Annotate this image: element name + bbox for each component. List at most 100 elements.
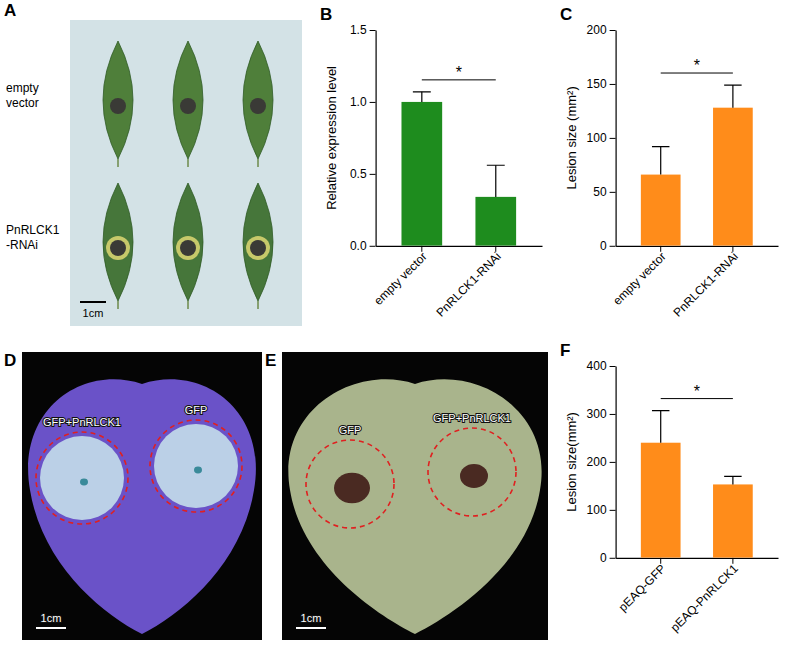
y-axis-line xyxy=(615,367,616,559)
x-tick: pEAQ-PnRLCK1 xyxy=(668,558,741,635)
y-tick-mark xyxy=(610,192,616,193)
x-tick: empty vector xyxy=(371,246,429,308)
bar xyxy=(641,443,681,558)
error-bar xyxy=(724,85,741,108)
x-axis: empty vectorPnRLCK1-RNAi xyxy=(371,246,542,320)
y-tick-label: 1.0 xyxy=(350,95,367,109)
y-tick-label: 200 xyxy=(587,455,607,469)
lesion xyxy=(194,467,202,474)
y-axis-title: Lesion size(mm²) xyxy=(564,412,579,512)
y-tick: 400 xyxy=(587,359,616,373)
scale-bar-label: 1cm xyxy=(301,612,322,624)
error-bar-stem xyxy=(660,411,661,443)
y-tick-mark xyxy=(610,462,616,463)
infiltration-zone xyxy=(154,424,238,508)
y-tick-label: 150 xyxy=(587,77,607,91)
leaf xyxy=(103,41,133,159)
y-tick: 1.0 xyxy=(350,95,376,109)
y-tick-mark xyxy=(610,84,616,85)
lesion-halo xyxy=(106,236,130,260)
plot-area xyxy=(641,411,753,558)
y-tick-label: 100 xyxy=(587,131,607,145)
x-axis: pEAQ-GFPpEAQ-PnRLCK1 xyxy=(616,558,779,635)
error-bar-cap xyxy=(652,410,669,411)
lesion xyxy=(180,240,196,256)
error-bar xyxy=(652,147,669,175)
y-tick-mark xyxy=(610,30,616,31)
y-tick-label: 100 xyxy=(587,503,607,517)
x-tick-mark xyxy=(660,558,661,564)
y-tick-mark xyxy=(370,30,376,31)
y-axis: 0.0 0.5 1.0 1.5 xyxy=(350,23,376,253)
plot-area xyxy=(401,92,516,246)
leaf-stem xyxy=(187,159,189,167)
lesion xyxy=(180,98,196,114)
x-tick-mark xyxy=(495,246,496,252)
panel-label: E xyxy=(265,351,276,370)
leaf-stem xyxy=(117,159,119,167)
panel-label: D xyxy=(4,351,16,370)
lesion xyxy=(250,98,266,114)
bar xyxy=(713,108,753,246)
leaf-stem xyxy=(187,301,189,309)
x-tick-label: empty vector xyxy=(610,249,668,307)
significance-mark: * xyxy=(694,57,700,74)
error-bar xyxy=(487,165,505,197)
y-axis-title: Relative expression level xyxy=(324,66,339,210)
error-bar xyxy=(724,476,741,484)
y-tick-mark xyxy=(610,366,616,367)
x-tick-label: pEAQ-GFP xyxy=(616,561,669,614)
infiltration-circle xyxy=(36,432,128,524)
y-tick-label: 1.5 xyxy=(350,23,367,37)
y-tick-label: 0.5 xyxy=(350,167,367,181)
scale-bar-label: 1cm xyxy=(41,612,62,624)
photo-background xyxy=(282,352,548,640)
y-axis-title: Lesion size (mm²) xyxy=(564,86,579,189)
leaf-stem xyxy=(117,301,119,309)
plot-area xyxy=(641,85,753,246)
photo-panel: GFPGFP+PnRLCK11cm xyxy=(282,352,548,640)
y-tick-mark xyxy=(610,558,616,559)
error-bar-stem xyxy=(660,147,661,175)
x-tick: pEAQ-GFP xyxy=(616,558,669,614)
chart-panel: 0 100 200 300 400 pEAQ-GFPpEAQ-PnRLCK1 Lesion … xyxy=(564,359,779,634)
x-tick-label: PnRLCK1-RNAi xyxy=(433,249,503,319)
y-tick-mark xyxy=(610,414,616,415)
error-bar-cap xyxy=(652,146,669,147)
y-tick-label: 200 xyxy=(587,23,607,37)
y-tick-label: 0 xyxy=(600,551,607,565)
chart-panel: 050100150200empty vectorPnRLCK1-RNAiLesi… xyxy=(564,23,779,319)
panel-label: C xyxy=(560,5,572,24)
infiltration-circle xyxy=(150,420,242,512)
y-tick: 0.5 xyxy=(350,167,376,181)
leaf xyxy=(288,379,541,634)
spot-label: GFP+PnRLCK1 xyxy=(433,412,511,424)
scale-bar xyxy=(36,627,66,629)
leaf xyxy=(103,183,133,301)
row-label-line: -RNAi xyxy=(6,238,38,252)
significance-mark: * xyxy=(694,383,700,400)
y-tick-mark xyxy=(370,174,376,175)
error-bar-cap xyxy=(413,91,431,92)
y-axis-line xyxy=(615,31,616,247)
y-tick: 200 xyxy=(587,455,616,469)
lesion xyxy=(110,240,126,256)
y-axis: 050100150200 xyxy=(587,23,617,253)
y-tick-mark xyxy=(370,246,376,247)
lesion xyxy=(110,98,126,114)
y-tick-mark xyxy=(610,510,616,511)
lesion xyxy=(250,240,266,256)
y-tick: 1.5 xyxy=(350,23,376,37)
chart-panel: 0.0 0.5 1.0 1.5 empty vectorPnRLCK1-RNAi Rela… xyxy=(324,23,543,319)
y-tick-label: 300 xyxy=(587,407,607,421)
row-label: emptyvector xyxy=(6,81,39,110)
infiltration-zone xyxy=(40,436,124,520)
bar xyxy=(713,484,753,557)
y-tick: 300 xyxy=(587,407,616,421)
y-tick: 100 xyxy=(587,131,616,145)
y-tick: 0 xyxy=(600,551,616,565)
y-tick-label: 400 xyxy=(587,359,607,373)
bar xyxy=(475,197,516,246)
spot-label: GFP xyxy=(185,404,208,416)
y-tick: 0.0 xyxy=(350,239,376,253)
